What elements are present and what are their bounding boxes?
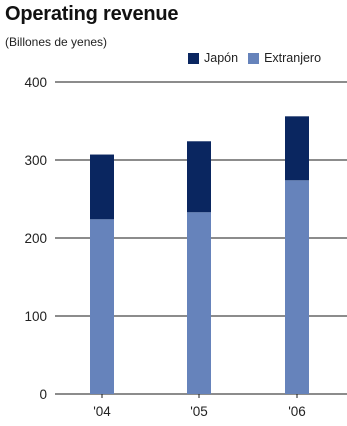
legend-label-japon: Japón [204, 51, 239, 65]
y-tick-label: 300 [24, 153, 47, 168]
y-tick-label: 200 [24, 231, 47, 246]
y-tick-label: 400 [24, 75, 47, 90]
legend-item-extranjero: Extranjero [248, 51, 321, 65]
bar-japn-1 [187, 141, 211, 213]
chart-title: Operating revenue [5, 3, 179, 25]
x-tick-label: '06 [288, 404, 306, 419]
legend-swatch-extranjero [248, 52, 260, 64]
legend-swatch-japon [188, 52, 199, 64]
chart-subtitle: (Billones de yenes) [5, 35, 108, 49]
legend-label-extranjero: Extranjero [264, 51, 322, 65]
y-tick-label: 0 [39, 387, 47, 402]
y-tick-label: 100 [24, 309, 47, 324]
bar-extranjero-1 [187, 212, 211, 394]
bar-extranjero-0 [90, 219, 114, 394]
legend: Japón Extranjero [188, 51, 331, 65]
x-tick-label: '04 [93, 404, 111, 419]
x-tick-label: '05 [190, 404, 208, 419]
bar-japn-2 [285, 116, 309, 181]
bar-extranjero-2 [285, 180, 309, 394]
legend-item-japon: Japón [188, 51, 238, 65]
bar-japn-0 [90, 154, 114, 220]
